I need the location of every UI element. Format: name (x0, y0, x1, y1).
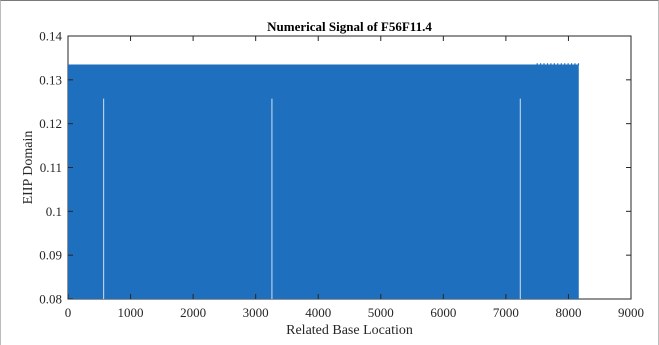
y-axis-label: EIIP Domain (21, 131, 36, 205)
y-tick-label: 0.08 (39, 292, 62, 307)
y-axis: 0.08 0.09 0.1 0.11 0.12 0.13 0.14 (39, 29, 631, 307)
x-tick-label: 5000 (368, 305, 394, 320)
x-axis: 0 1000 2000 3000 4000 5000 6000 7000 8000 9000 (65, 36, 644, 320)
signal-fill (68, 64, 579, 299)
x-tick-label: 3000 (243, 305, 269, 320)
x-tick-label: 0 (65, 305, 72, 320)
y-tick-label: 0.1 (46, 204, 62, 219)
x-tick-label: 1000 (118, 305, 144, 320)
chart-title: Numerical Signal of F56F11.4 (267, 19, 432, 34)
x-tick-label: 4000 (305, 305, 331, 320)
x-tick-label: 9000 (618, 305, 644, 320)
signal-top-edge (536, 63, 580, 66)
y-tick-label: 0.09 (39, 248, 62, 263)
y-tick-label: 0.12 (39, 116, 62, 131)
y-tick-label: 0.14 (39, 29, 62, 44)
series-layer (68, 63, 580, 299)
x-tick-label: 6000 (430, 305, 456, 320)
y-tick-label: 0.13 (39, 72, 62, 87)
x-tick-label: 8000 (555, 305, 581, 320)
x-tick-label: 2000 (180, 305, 206, 320)
x-axis-label: Related Base Location (286, 323, 413, 338)
y-tick-label: 0.11 (40, 160, 62, 175)
x-tick-label: 7000 (493, 305, 519, 320)
